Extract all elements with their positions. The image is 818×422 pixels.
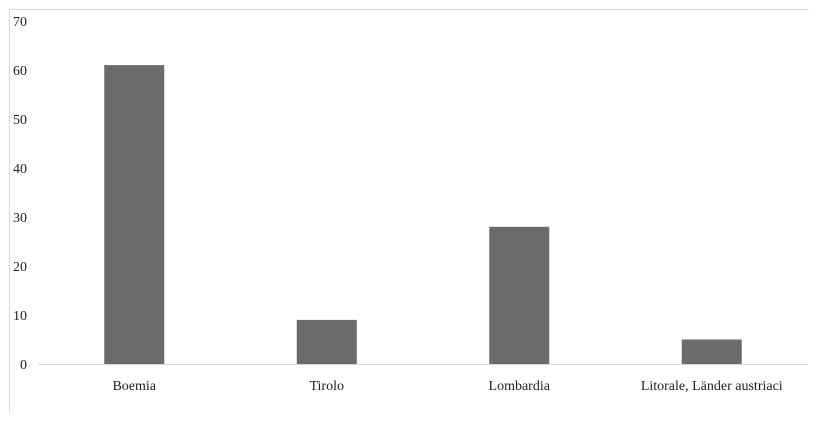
y-tick-label: 50 xyxy=(13,113,27,128)
y-axis-ticks: 0 10 20 30 40 50 60 70 xyxy=(13,15,27,373)
y-tick-label: 10 xyxy=(13,309,27,324)
x-tick-label: Tirolo xyxy=(309,379,344,394)
y-tick-label: 70 xyxy=(13,15,27,30)
bar xyxy=(296,319,357,364)
chart-frame xyxy=(9,9,809,413)
bar xyxy=(489,226,550,364)
bar xyxy=(681,339,742,364)
bar xyxy=(104,65,165,364)
y-tick-label: 60 xyxy=(13,64,27,79)
x-tick-label: Boemia xyxy=(112,379,156,394)
x-axis-labels: Boemia Tirolo Lombardia Litorale, Länder au… xyxy=(112,379,782,394)
y-tick-label: 0 xyxy=(20,358,27,373)
x-tick-label: Litorale, Länder austriaci xyxy=(641,379,783,394)
bars xyxy=(104,65,742,364)
y-tick-label: 30 xyxy=(13,211,27,226)
y-tick-label: 40 xyxy=(13,162,27,177)
y-tick-label: 20 xyxy=(13,260,27,275)
x-tick-label: Lombardia xyxy=(489,379,551,394)
